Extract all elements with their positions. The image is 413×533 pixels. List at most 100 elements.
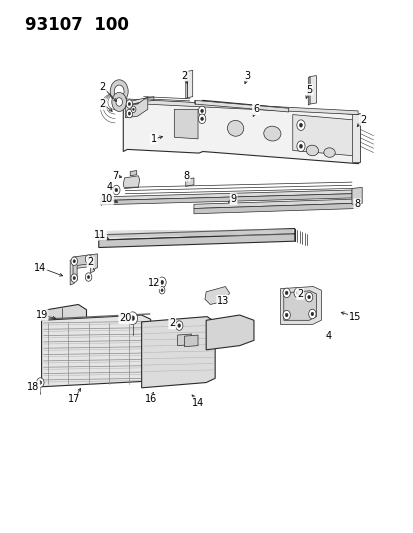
Circle shape: [128, 112, 131, 115]
Polygon shape: [130, 171, 136, 176]
Polygon shape: [308, 77, 309, 105]
Polygon shape: [280, 287, 320, 325]
Polygon shape: [99, 234, 294, 247]
Polygon shape: [123, 96, 154, 106]
Polygon shape: [185, 178, 193, 187]
Text: 2: 2: [87, 257, 93, 267]
Polygon shape: [99, 229, 294, 240]
Circle shape: [85, 255, 92, 263]
Circle shape: [114, 85, 124, 98]
Text: 1: 1: [150, 134, 157, 144]
Circle shape: [126, 100, 132, 108]
Circle shape: [296, 141, 304, 151]
Polygon shape: [177, 334, 191, 345]
Text: 9: 9: [230, 194, 236, 204]
Circle shape: [131, 106, 135, 112]
Circle shape: [175, 321, 183, 330]
Circle shape: [285, 313, 287, 317]
Polygon shape: [123, 100, 359, 164]
Text: 6: 6: [252, 104, 259, 114]
Text: 5: 5: [305, 85, 311, 95]
Polygon shape: [41, 315, 150, 387]
Circle shape: [282, 288, 290, 297]
Polygon shape: [141, 317, 215, 388]
Polygon shape: [351, 114, 359, 162]
Text: 15: 15: [348, 312, 360, 321]
Circle shape: [296, 291, 298, 295]
Circle shape: [85, 273, 92, 281]
Ellipse shape: [263, 126, 280, 141]
Circle shape: [178, 324, 180, 327]
Text: 11: 11: [94, 230, 106, 240]
Circle shape: [160, 280, 163, 284]
Polygon shape: [100, 190, 351, 200]
Circle shape: [73, 277, 75, 280]
Circle shape: [158, 277, 166, 288]
Polygon shape: [309, 76, 316, 104]
Ellipse shape: [227, 120, 243, 136]
Circle shape: [126, 109, 132, 118]
Polygon shape: [100, 193, 351, 205]
Circle shape: [116, 98, 122, 106]
Circle shape: [110, 80, 128, 103]
Circle shape: [37, 378, 44, 387]
Text: 93107  100: 93107 100: [25, 16, 129, 34]
Text: 2: 2: [296, 289, 302, 299]
Circle shape: [161, 289, 163, 292]
Circle shape: [115, 188, 117, 192]
Text: 18: 18: [27, 382, 39, 392]
Text: 4: 4: [107, 182, 113, 192]
Text: 14: 14: [192, 398, 204, 408]
Polygon shape: [193, 199, 357, 208]
Text: 10: 10: [100, 194, 113, 204]
Polygon shape: [283, 291, 316, 320]
Polygon shape: [204, 287, 229, 304]
Polygon shape: [125, 96, 147, 118]
Circle shape: [71, 257, 77, 265]
Polygon shape: [174, 109, 197, 139]
Polygon shape: [185, 71, 187, 99]
Polygon shape: [123, 176, 139, 189]
Text: 17: 17: [68, 394, 80, 405]
Text: 2: 2: [169, 318, 175, 328]
Text: 19: 19: [36, 310, 47, 320]
Polygon shape: [73, 254, 97, 282]
Polygon shape: [194, 100, 288, 112]
Text: 20: 20: [119, 313, 131, 323]
Circle shape: [128, 102, 131, 106]
Circle shape: [200, 109, 203, 112]
Text: 8: 8: [354, 199, 359, 209]
Text: 2: 2: [181, 70, 187, 80]
Circle shape: [282, 310, 290, 320]
Polygon shape: [193, 203, 357, 214]
Circle shape: [198, 106, 205, 116]
Text: 3: 3: [244, 70, 250, 80]
Circle shape: [159, 287, 164, 294]
Circle shape: [87, 257, 90, 261]
Text: 4: 4: [325, 331, 331, 341]
Polygon shape: [206, 315, 253, 350]
Circle shape: [293, 288, 301, 297]
Circle shape: [132, 108, 134, 110]
Circle shape: [71, 274, 77, 282]
Polygon shape: [123, 99, 357, 115]
Circle shape: [296, 120, 304, 131]
Circle shape: [308, 309, 315, 319]
Ellipse shape: [323, 148, 335, 157]
Circle shape: [305, 292, 312, 302]
Circle shape: [310, 312, 313, 316]
Polygon shape: [187, 70, 192, 98]
Circle shape: [112, 92, 126, 111]
Polygon shape: [351, 188, 361, 204]
Polygon shape: [70, 257, 95, 285]
Circle shape: [285, 291, 287, 295]
Text: 2: 2: [100, 82, 106, 92]
Circle shape: [73, 260, 75, 263]
Text: 7: 7: [112, 171, 118, 181]
Circle shape: [128, 312, 137, 325]
Circle shape: [299, 144, 302, 148]
Text: 16: 16: [144, 394, 157, 405]
Circle shape: [131, 316, 134, 320]
Circle shape: [198, 114, 205, 124]
Polygon shape: [184, 335, 197, 346]
